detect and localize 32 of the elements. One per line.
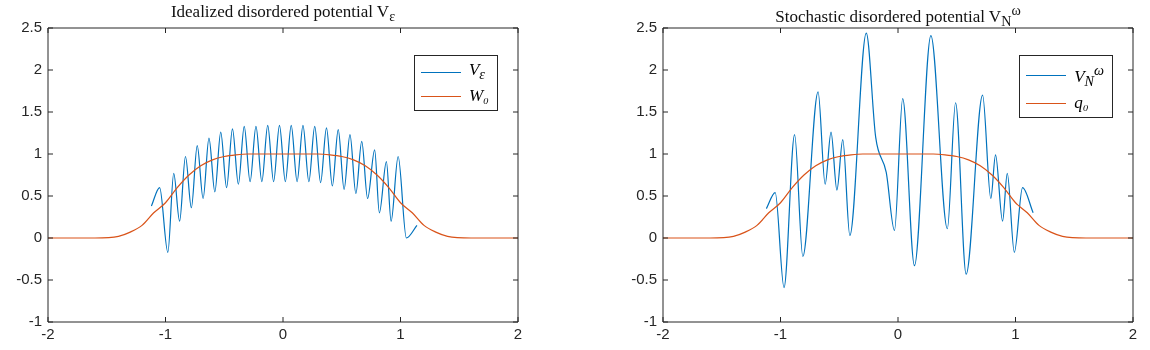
line-series [150, 124, 418, 253]
y-tick-label: 0.5 [21, 186, 42, 204]
y-tick-label: -0.5 [16, 270, 42, 288]
x-tick-label: 2 [1128, 325, 1138, 343]
y-tick-label: 1.5 [21, 102, 42, 120]
x-tick-label: 1 [396, 325, 405, 343]
y-tick-label: 0.5 [636, 186, 657, 204]
x-tick-label: 1 [1011, 325, 1020, 343]
legend-label: V$_{ε}$ [468, 59, 485, 85]
x-tick-label: -2 [656, 325, 670, 343]
y-tick-label: -0.5 [631, 270, 657, 288]
y-tick-label: 0 [33, 228, 42, 246]
y-tick-label: -1 [643, 312, 657, 330]
x-tick-label: 0 [278, 325, 288, 343]
x-tick-label: 2 [513, 325, 523, 343]
line-series [765, 32, 1034, 289]
y-tick-label: 2 [648, 60, 657, 78]
y-tick-label: 0 [648, 228, 657, 246]
y-tick-label: 2 [33, 60, 42, 78]
chart-title: Idealized disordered potential V$_{ε}$ [169, 2, 397, 26]
legend-label: q₀ [1074, 92, 1089, 115]
x-tick-label: -1 [158, 325, 173, 343]
x-tick-label: -2 [41, 325, 55, 343]
legend-label: W₀ [468, 85, 489, 108]
y-tick-label: 1 [648, 144, 657, 162]
x-tick-label: 0 [893, 325, 903, 343]
x-tick-label: -1 [773, 325, 788, 343]
y-tick-label: -1 [28, 312, 42, 330]
y-tick-label: 2.5 [636, 18, 657, 36]
y-tick-label: 2.5 [21, 18, 42, 36]
y-tick-label: 1.5 [636, 102, 657, 120]
y-tick-label: 1 [33, 144, 42, 162]
